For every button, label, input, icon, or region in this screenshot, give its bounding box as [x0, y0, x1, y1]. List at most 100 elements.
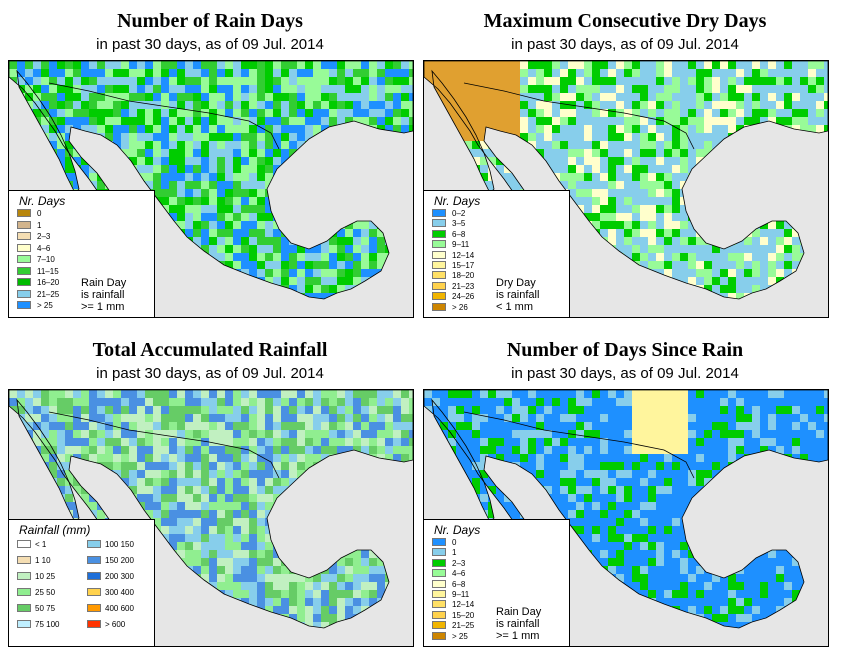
legend-note: is rainfall: [81, 289, 125, 301]
legend-swatch: [432, 250, 446, 259]
legend-label: 15–17: [452, 261, 475, 270]
legend-label: > 25: [37, 301, 53, 311]
map-legend: Nr. Days 0–2 3–5 6–8 9–11 12–14 15–17 18–20 21–2…: [424, 190, 570, 317]
legend-label: 300 400: [105, 588, 134, 597]
legend-swatch: [17, 301, 31, 310]
legend-label: 2–3: [37, 232, 51, 242]
legend-title: Nr. Days: [19, 194, 66, 208]
legend-swatch: [432, 271, 446, 280]
legend-label: 75 100: [35, 620, 60, 629]
legend-swatch: [432, 590, 446, 598]
legend-label: 0: [452, 538, 457, 547]
panel-rain-days: Number of Rain Days in past 30 days, as …: [0, 0, 420, 329]
legend-label: 400 600: [105, 604, 134, 613]
legend-swatch: [87, 556, 101, 564]
legend-label: 200 300: [105, 572, 134, 581]
panel-title: Maximum Consecutive Dry Days: [483, 10, 767, 32]
legend-swatch: [432, 621, 446, 630]
legend-note: < 1 mm: [496, 301, 533, 313]
legend-label: 6–8: [452, 229, 466, 239]
legend-label: 1: [37, 220, 42, 230]
legend-swatch: [87, 604, 101, 612]
legend-label: 15–20: [452, 610, 475, 620]
legend-label: 2–3: [452, 558, 466, 568]
us-mexico-border: [463, 82, 695, 150]
legend-title: Nr. Days: [434, 523, 481, 537]
legend-swatch: [17, 209, 31, 217]
legend-swatch: [17, 588, 31, 596]
legend-swatch: [432, 558, 446, 567]
map-legend: Rainfall (mm) < 1 1 10 10 25 25 50 50 75 75 10…: [9, 519, 155, 646]
panel-dry-days: Maximum Consecutive Dry Days in past 30 …: [415, 0, 835, 329]
panel-subtitle: in past 30 days, as of 09 Jul. 2014: [96, 36, 324, 53]
map-canvas: [424, 61, 828, 300]
legend-swatch: [432, 569, 446, 578]
legend-label: 25 50: [35, 588, 56, 597]
legend-label: 24–26: [452, 292, 475, 302]
legend-title: Rainfall (mm): [19, 523, 91, 537]
legend-label: 50 75: [35, 604, 56, 613]
legend-note: is rainfall: [496, 289, 540, 301]
map-days-since-rain: Nr. Days 0 1 2–3 4–6 6–8 9–11 12–14 15–20 21–25 > …: [423, 389, 829, 647]
legend-swatch: [17, 289, 31, 298]
legend-note: is rainfall: [496, 618, 540, 630]
legend-label: 150 200: [105, 556, 134, 565]
panel-title: Number of Rain Days: [117, 10, 303, 32]
map-dry-days: Nr. Days 0–2 3–5 6–8 9–11 12–14 15–17 18–20 21–2…: [423, 60, 829, 318]
legend-label: 16–20: [37, 278, 60, 288]
legend-swatch: [17, 266, 31, 275]
legend-note: >= 1 mm: [81, 301, 125, 313]
legend-swatch: [432, 548, 446, 557]
legend-swatch: [87, 540, 101, 548]
legend-label: 18–20: [452, 271, 475, 281]
legend-swatch: [432, 209, 446, 217]
legend-label: 12–14: [452, 250, 475, 260]
legend-swatch: [432, 610, 446, 619]
panel-total-rainfall: Total Accumulated Rainfall in past 30 da…: [0, 329, 420, 658]
legend-label: 6–8: [452, 579, 466, 589]
legend-swatch: [87, 588, 101, 596]
legend-swatch: [17, 620, 31, 628]
legend-swatch: [17, 255, 31, 264]
legend-label: > 26: [452, 302, 468, 312]
legend-label: 0: [37, 209, 42, 218]
legend-swatch: [432, 600, 446, 609]
legend-swatch: [17, 572, 31, 580]
legend-note: Rain Day: [496, 606, 542, 618]
legend-label: 10 25: [35, 572, 56, 581]
legend-label: 1 10: [35, 556, 51, 565]
legend-swatch: [432, 538, 446, 546]
map-total-rainfall: Rainfall (mm) < 1 1 10 10 25 25 50 50 75 75 10…: [8, 389, 414, 647]
legend-swatch: [432, 219, 446, 228]
panel-title: Number of Days Since Rain: [506, 339, 744, 361]
legend-label: 0–2: [452, 209, 466, 218]
legend-label: 12–14: [452, 600, 475, 610]
legend-label: 100 150: [105, 540, 134, 549]
legend-label: 9–11: [452, 590, 470, 599]
us-mexico-border: [48, 411, 280, 479]
legend-swatch: [432, 302, 446, 311]
map-rain-days: Nr. Days 0 1 2–3 4–6 7–10 11–15 16–20 21–25 > 25 R…: [8, 60, 414, 318]
us-mexico-border: [463, 411, 695, 479]
panel-days-since-rain: Number of Days Since Rain in past 30 day…: [415, 329, 835, 658]
legend-swatch: [17, 278, 31, 287]
legend-swatch: [432, 229, 446, 238]
legend-swatch: [17, 604, 31, 612]
legend-label: 21–23: [452, 281, 475, 291]
us-mexico-border: [48, 82, 280, 150]
legend-label: 4–6: [37, 243, 51, 253]
legend-label: < 1: [35, 540, 47, 549]
legend-label: 1: [452, 548, 457, 558]
legend-title: Nr. Days: [434, 194, 481, 208]
panel-title: Total Accumulated Rainfall: [92, 339, 328, 361]
legend-swatch: [87, 572, 101, 580]
legend-swatch: [432, 631, 446, 640]
legend-swatch: [432, 579, 446, 588]
legend-note: >= 1 mm: [496, 630, 540, 642]
legend-swatch: [432, 261, 446, 269]
legend-label: 21–25: [37, 289, 60, 299]
legend-swatch: [17, 540, 31, 548]
map-canvas: [424, 390, 828, 629]
map-legend: Nr. Days 0 1 2–3 4–6 6–8 9–11 12–14 15–20 21–25 > …: [424, 519, 570, 646]
legend-label: 7–10: [37, 255, 55, 265]
